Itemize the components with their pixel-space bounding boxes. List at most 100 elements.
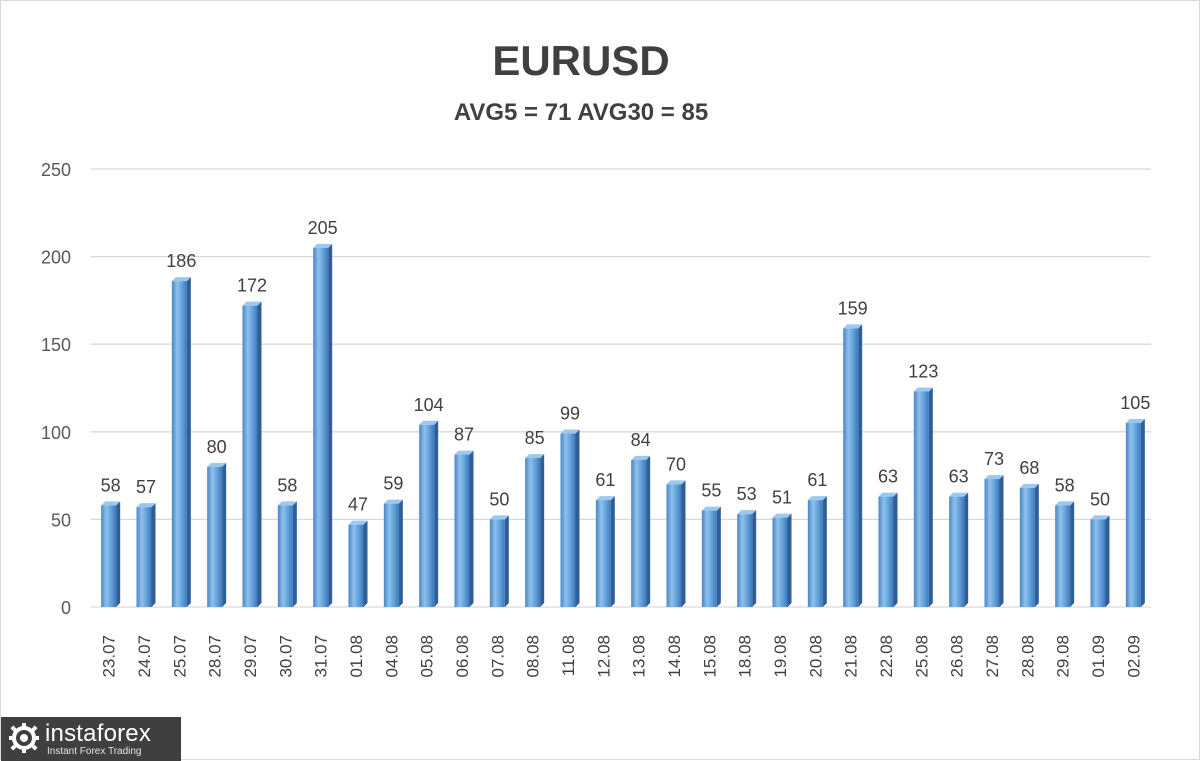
data-label: 186 [166, 251, 196, 271]
bar-05.08 [419, 420, 439, 607]
data-label: 58 [1055, 475, 1075, 495]
bar [277, 505, 293, 607]
bar-side [646, 455, 651, 607]
bar-25.08 [913, 387, 933, 607]
bar-side [999, 475, 1004, 607]
bar-24.07 [136, 503, 156, 607]
bar-top [171, 277, 191, 282]
bar [737, 514, 753, 607]
bar-top [419, 420, 439, 425]
bar-side [398, 499, 403, 607]
bar-side [116, 501, 121, 607]
x-tick-label: 06.08 [453, 635, 472, 678]
bar [1090, 519, 1106, 607]
bar-25.07 [171, 277, 191, 607]
x-tick-label: 23.07 [100, 635, 119, 678]
data-label: 105 [1120, 393, 1150, 413]
bar-side [222, 462, 227, 607]
bar-19.08 [772, 513, 792, 607]
bar-31.07 [313, 243, 333, 607]
bar [843, 328, 859, 607]
bar-20.08 [807, 496, 827, 607]
bar-top [631, 455, 651, 460]
x-tick-label: 11.08 [559, 635, 578, 676]
bar [984, 479, 1000, 607]
y-tick-label: 200 [41, 248, 71, 268]
bar-top [560, 429, 580, 434]
x-tick-label: 19.08 [771, 635, 790, 678]
bar [666, 484, 682, 607]
x-tick-label: 02.09 [1124, 635, 1143, 678]
bar-top [843, 324, 863, 329]
x-tick-label: 21.08 [842, 635, 861, 678]
x-tick-label: 26.08 [948, 635, 967, 678]
chart-title: EURUSD [492, 37, 670, 84]
bar [313, 247, 329, 607]
bar-top [1125, 419, 1145, 424]
bar-08.08 [525, 454, 545, 607]
x-tick-label: 01.09 [1089, 635, 1108, 678]
bar-top [1090, 515, 1110, 520]
bar-side [328, 243, 333, 607]
bar-side [1034, 483, 1039, 607]
bar-top [1019, 483, 1039, 488]
data-label: 70 [666, 454, 686, 474]
instaforex-logo: instaforex Instant Forex Trading [1, 717, 181, 761]
bar-11.08 [560, 429, 580, 607]
x-axis-ticks: 23.07 24.07 25.07 28.07 29.07 30.07 31.07 01.08… [100, 635, 1144, 678]
data-label: 58 [101, 475, 121, 495]
x-tick-label: 30.07 [276, 635, 295, 678]
data-label: 104 [414, 395, 444, 415]
bar-30.07 [277, 501, 297, 607]
data-label: 172 [237, 276, 267, 296]
bar-top [737, 510, 757, 515]
bar-side [1140, 419, 1145, 607]
bar-top [207, 462, 227, 467]
x-tick-label: 24.07 [135, 635, 154, 678]
bar-side [575, 429, 580, 607]
x-tick-label: 28.08 [1018, 635, 1037, 678]
data-label: 57 [136, 477, 156, 497]
y-tick-label: 0 [61, 598, 71, 618]
x-tick-label: 29.07 [241, 635, 260, 678]
bar-top [1055, 501, 1075, 506]
x-tick-label: 05.08 [418, 635, 437, 678]
y-tick-label: 100 [41, 423, 71, 443]
bar [489, 519, 505, 607]
x-tick-label: 27.08 [983, 635, 1002, 678]
bar-side [540, 454, 545, 607]
bar-18.08 [737, 510, 757, 607]
data-label: 55 [701, 481, 721, 501]
data-label: 159 [838, 298, 868, 318]
bar-side [964, 492, 969, 607]
bar-side [257, 301, 262, 607]
bar-14.08 [666, 480, 686, 607]
bar-07.08 [489, 515, 509, 607]
bar-28.07 [207, 462, 227, 607]
data-label: 53 [737, 484, 757, 504]
bar-02.09 [1125, 419, 1145, 607]
bar-side [716, 506, 721, 607]
chart-subtitle: AVG5 = 71 AVG30 = 85 [453, 99, 709, 126]
bar [595, 500, 611, 607]
data-label: 85 [525, 428, 545, 448]
x-tick-label: 31.07 [312, 635, 331, 678]
x-tick-label: 25.08 [912, 635, 931, 678]
bar-23.07 [101, 501, 121, 607]
data-label: 58 [277, 475, 297, 495]
bar-side [858, 324, 863, 607]
grid-lines [91, 168, 1151, 608]
bar-side [469, 450, 474, 607]
bar-13.08 [631, 455, 651, 607]
y-tick-label: 250 [41, 160, 71, 180]
data-label: 50 [489, 489, 509, 509]
x-tick-label: 01.08 [347, 635, 366, 678]
data-label: 84 [631, 430, 651, 450]
data-label: 99 [560, 404, 580, 424]
bar [136, 507, 152, 607]
data-label: 63 [949, 467, 969, 487]
bar-side [822, 496, 827, 607]
bar-26.08 [949, 492, 969, 607]
bar [171, 281, 187, 607]
